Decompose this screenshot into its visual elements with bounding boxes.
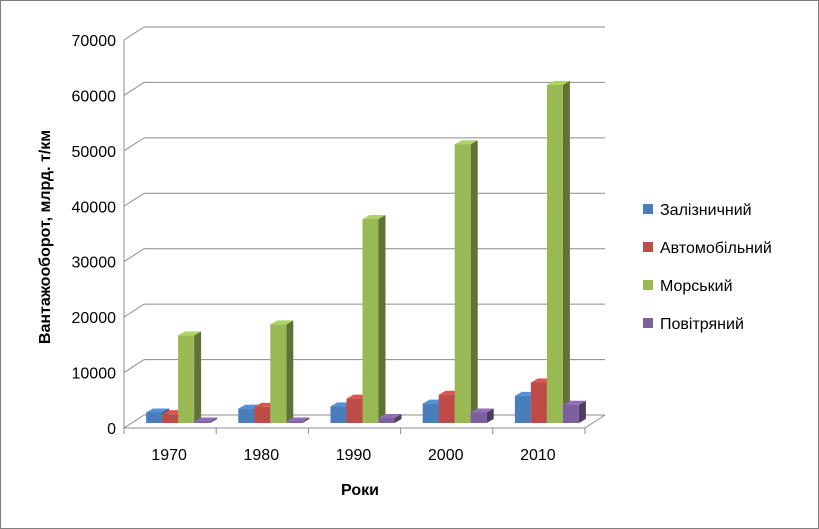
bar	[178, 331, 202, 423]
gridline-depth	[123, 82, 145, 96]
gridline-depth	[123, 192, 145, 207]
gridline-depth	[123, 26, 145, 41]
legend-swatch	[643, 318, 653, 328]
gridline-depth	[123, 303, 145, 318]
x-tick-label: 2010	[520, 447, 556, 464]
y-tick-label: 40000	[72, 199, 117, 216]
legend-label: Залізничний	[660, 202, 752, 219]
x-tick-labels: 1970 1980 1990 2000 2010	[151, 447, 555, 464]
legend: Залізничний Автомобільний Морський Повітрян…	[643, 202, 772, 333]
bar	[470, 408, 494, 423]
y-tick-label: 50000	[72, 144, 117, 161]
legend-swatch	[643, 242, 653, 252]
y-tick-label: 60000	[72, 88, 117, 105]
x-axis-title: Роки	[341, 482, 379, 499]
bar	[286, 417, 310, 423]
y-axis-title: Вантажооборот, млрд. т/км	[37, 130, 54, 344]
legend-label: Повітряний	[660, 316, 744, 333]
x-tick-label: 1970	[151, 447, 187, 464]
legend-label: Автомобільний	[660, 240, 772, 257]
y-tick-label: 0	[107, 421, 116, 438]
bar	[194, 417, 218, 423]
y-tick-label: 20000	[72, 310, 117, 327]
bar	[454, 140, 478, 424]
y-tick-label: 30000	[72, 255, 117, 272]
bar	[270, 320, 294, 423]
x-tick-label: 1980	[244, 447, 280, 464]
y-tick-labels: 0 10000 20000 30000 40000 50000 60000 70000	[72, 33, 117, 438]
bar	[562, 400, 586, 423]
gridline-depth	[123, 248, 145, 263]
y-tick-label: 10000	[72, 366, 117, 383]
bar	[378, 414, 402, 423]
y-tick-label: 70000	[72, 33, 117, 50]
bar	[362, 215, 386, 423]
legend-label: Морський	[660, 278, 733, 295]
x-tick-label: 1990	[336, 447, 372, 464]
gridline-depth	[123, 137, 145, 152]
bars	[146, 80, 586, 424]
legend-swatch	[643, 280, 653, 290]
axes	[123, 40, 606, 434]
bar	[546, 80, 570, 423]
legend-swatch	[643, 204, 653, 214]
x-tick-label: 2000	[428, 447, 464, 464]
gridline-depth	[123, 359, 145, 373]
gridline-depth	[123, 414, 145, 429]
